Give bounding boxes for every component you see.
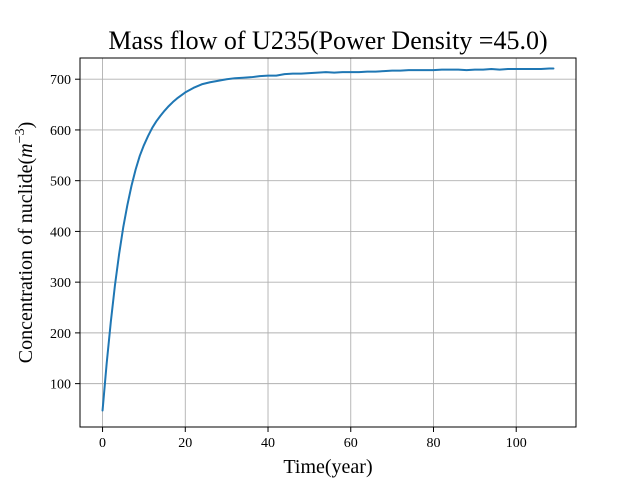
x-tick-label: 60 bbox=[344, 436, 358, 451]
x-tick-label: 0 bbox=[99, 436, 106, 451]
plot-frame bbox=[79, 57, 577, 428]
plot-area bbox=[101, 67, 555, 412]
y-tick-label: 300 bbox=[50, 276, 71, 291]
y-tick-label: 600 bbox=[50, 124, 71, 139]
x-axis-label: Time(year) bbox=[283, 456, 372, 478]
x-tick-label: 100 bbox=[506, 436, 527, 451]
y-tick-label: 100 bbox=[50, 378, 71, 393]
y-axis-label: Concentration of nuclide(m−3) bbox=[13, 122, 37, 364]
series-line bbox=[101, 67, 555, 412]
y-tick-label: 700 bbox=[50, 73, 71, 88]
y-tick-label: 200 bbox=[50, 327, 71, 342]
x-tick-label: 80 bbox=[426, 436, 440, 451]
axis-ticks: 0 20 40 60 80 100 100 200 300 400 500 600 700 bbox=[50, 73, 527, 451]
x-tick-label: 40 bbox=[261, 436, 275, 451]
y-tick-label: 400 bbox=[50, 225, 71, 240]
chart-title: Mass flow of U235(Power Density =45.0) bbox=[108, 26, 547, 55]
grid bbox=[80, 58, 576, 427]
y-tick-label: 500 bbox=[50, 175, 71, 190]
x-tick-label: 20 bbox=[178, 436, 192, 451]
